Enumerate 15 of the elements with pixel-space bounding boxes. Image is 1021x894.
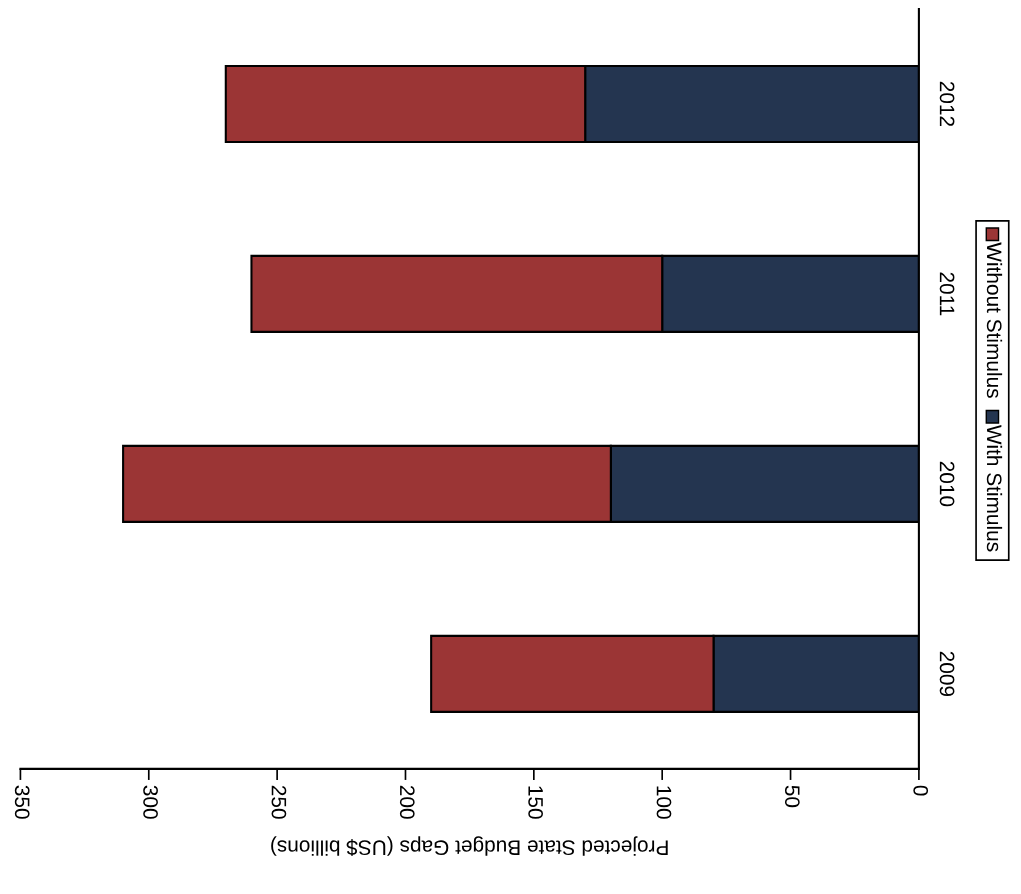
x-tick-label: 50 <box>784 785 800 808</box>
y-tick-label: 2010 <box>939 461 955 507</box>
x-tick-label: 200 <box>399 785 415 819</box>
x-tick-label: 100 <box>656 786 672 819</box>
legend-label: With Stimulus <box>986 424 1003 552</box>
x-tick-label: 300 <box>143 785 158 819</box>
x-tick-label: 250 <box>271 785 287 819</box>
x-tick-label: 0 <box>913 785 929 796</box>
x-tick-label: 350 <box>14 785 30 819</box>
y-tick-label: 2009 <box>939 651 955 697</box>
y-tick-label: 2012 <box>939 81 955 127</box>
x-axis-title: Projected State Budget Gaps (US$ billions) <box>271 836 668 856</box>
legend-label: Without Stimulus <box>986 242 1003 398</box>
x-tick-label: 150 <box>528 786 543 819</box>
y-tick-label: 2011 <box>939 272 955 316</box>
